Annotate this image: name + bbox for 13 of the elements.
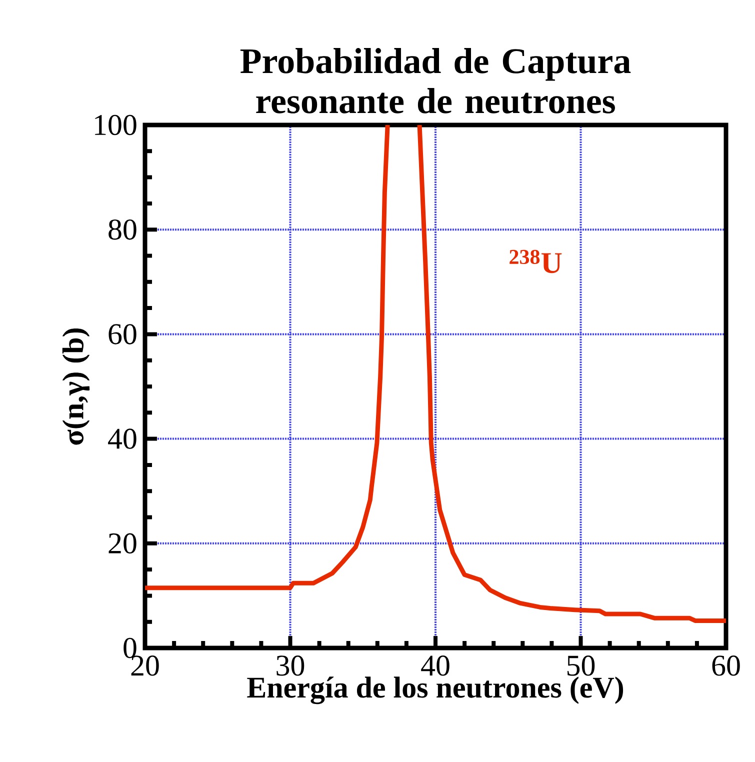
y-tick-label: 100 xyxy=(95,114,136,136)
x-tick-label: 50 xyxy=(567,656,595,676)
x-tick-label: 40 xyxy=(421,656,450,676)
x-tick-label: 30 xyxy=(276,656,304,676)
x-axis-title: Energía de los neutrones (eV) xyxy=(247,676,624,704)
y-tick-label: 60 xyxy=(108,324,136,344)
text: $^{238}$U xyxy=(510,250,562,274)
y-tick-label: 20 xyxy=(108,533,136,554)
y-tick-label: 80 xyxy=(108,219,136,240)
y-axis-title: σ(n,γ) (b) xyxy=(62,328,90,445)
chart-title: Probabilidad de Captura resonante de neutrones xyxy=(240,48,631,114)
x-tick-label: 60 xyxy=(712,656,740,676)
y-tick-label: 40 xyxy=(108,428,136,449)
